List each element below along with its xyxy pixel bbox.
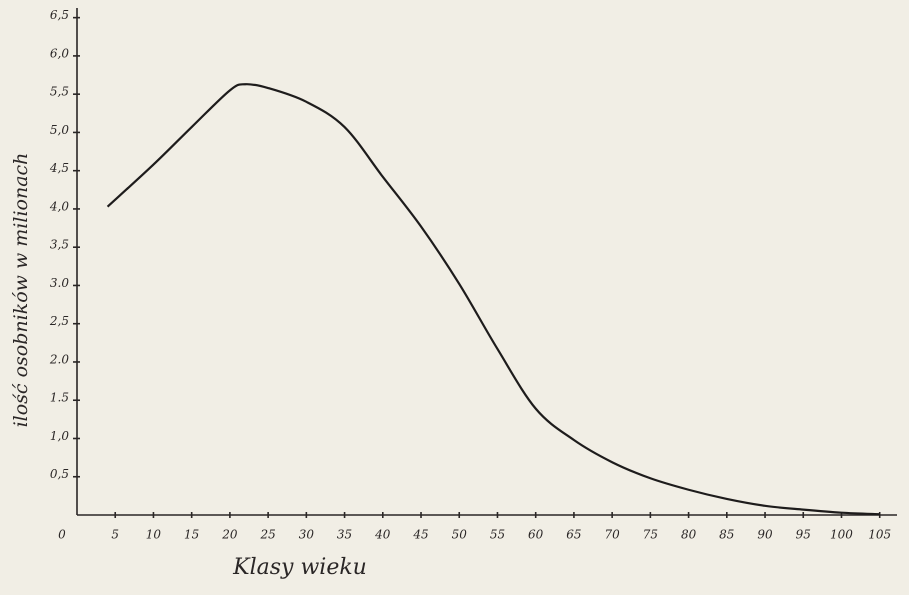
y-tick-label: 5,0 xyxy=(50,123,69,137)
x-tick-label: 75 xyxy=(643,528,658,542)
x-tick-label: 55 xyxy=(490,528,505,542)
x-tick-label: 20 xyxy=(221,528,238,542)
x-tick-label: 105 xyxy=(868,528,891,542)
x-tick-label: 5 xyxy=(111,528,119,542)
y-tick-label: 3.0 xyxy=(50,276,69,290)
y-tick-label: 4,0 xyxy=(49,199,69,213)
x-tick-label: 25 xyxy=(259,528,275,542)
x-tick-label: 40 xyxy=(374,528,391,542)
y-tick-label: 1.5 xyxy=(50,391,69,405)
x-tick-label: 30 xyxy=(299,528,315,542)
x-tick-label: 35 xyxy=(337,528,352,542)
data-line xyxy=(106,83,880,516)
y-tick-label: 4,5 xyxy=(49,161,69,175)
x-tick-label: 80 xyxy=(681,528,697,542)
y-axis-label: ilość osobników w milionach xyxy=(10,153,32,428)
y-tick-label: 2,5 xyxy=(49,314,69,328)
x-tick-label: 85 xyxy=(719,528,734,542)
y-tick-label: 6,5 xyxy=(50,8,69,22)
y-tick-label: 0,5 xyxy=(50,467,69,481)
x-axis-label: Klasy wieku xyxy=(232,555,367,580)
x-tick-label: 15 xyxy=(184,528,199,542)
x-tick-label: 0 xyxy=(58,528,66,542)
y-tick-label: 5,5 xyxy=(50,85,69,99)
x-tick-label: 50 xyxy=(452,528,468,542)
x-tick-label: 45 xyxy=(412,528,428,542)
y-tick-label: 6,0 xyxy=(50,46,69,60)
x-tick-label: 65 xyxy=(566,528,581,542)
x-tick-label: 95 xyxy=(796,528,811,542)
x-tick-label: 70 xyxy=(604,528,620,542)
x-tick-label: 90 xyxy=(757,528,773,542)
y-tick-label: 1,0 xyxy=(50,429,69,443)
x-tick-label: 10 xyxy=(146,528,162,542)
x-tick-label: 100 xyxy=(830,528,853,542)
y-tick-label: 2.0 xyxy=(49,352,69,366)
y-tick-label: 3,5 xyxy=(50,238,69,252)
x-tick-label: 60 xyxy=(528,528,544,542)
